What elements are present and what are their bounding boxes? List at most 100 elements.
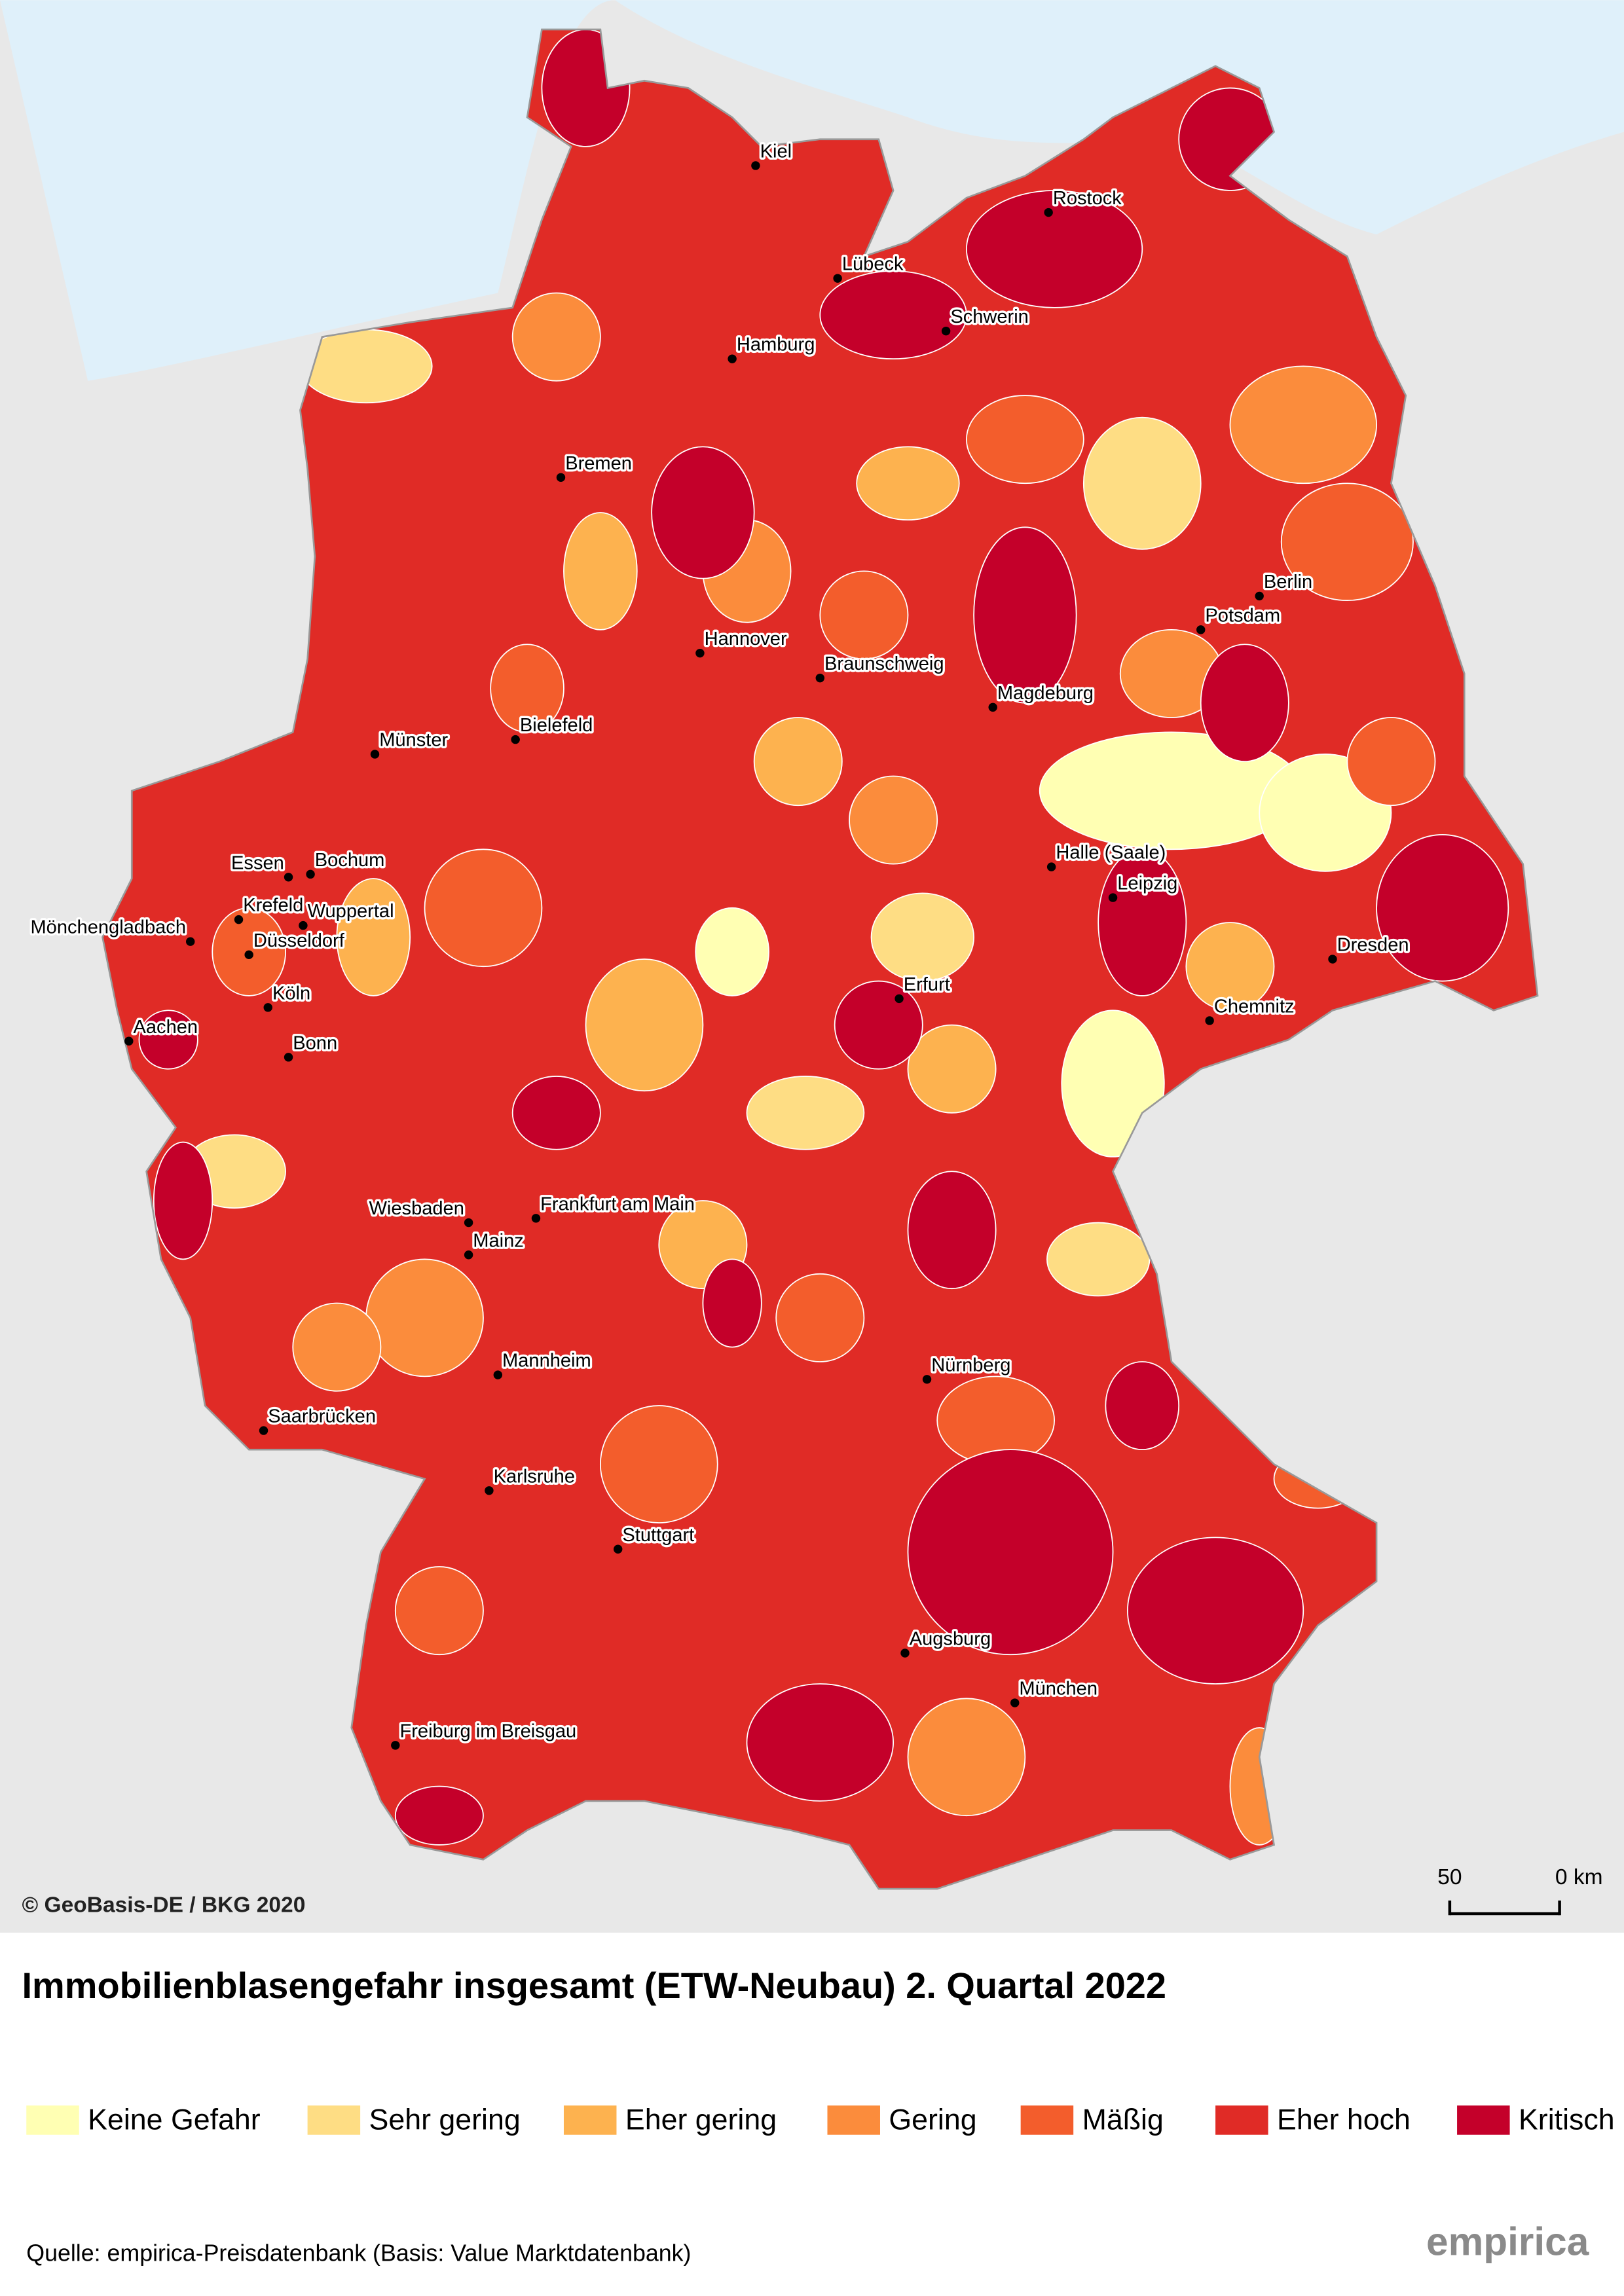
city-dot xyxy=(895,994,904,1004)
region xyxy=(365,1258,484,1377)
region xyxy=(907,1024,997,1114)
city-label: Chemnitz xyxy=(1214,996,1295,1017)
city-label: Bonn xyxy=(293,1032,337,1053)
region xyxy=(1376,834,1509,982)
region xyxy=(1200,644,1289,763)
scale-label: 50 xyxy=(1437,1865,1462,1889)
legend-label: Eher hoch xyxy=(1277,2104,1411,2136)
region xyxy=(856,446,960,521)
city-dot xyxy=(284,873,293,882)
region xyxy=(511,1076,601,1150)
region xyxy=(819,570,909,660)
region xyxy=(424,848,543,968)
legend-swatch xyxy=(307,2105,361,2135)
region xyxy=(907,1171,997,1290)
region xyxy=(695,907,769,996)
city-dot xyxy=(1255,591,1264,601)
city-label: Wuppertal xyxy=(308,901,394,922)
region xyxy=(1098,848,1187,996)
city-label: Dresden xyxy=(1337,935,1409,956)
title: Immobilienblasengefahr insgesamt (ETW-Ne… xyxy=(22,1965,1166,2006)
region xyxy=(834,980,923,1070)
legend-swatch xyxy=(1215,2105,1268,2135)
city-dot xyxy=(695,648,705,658)
city-label: Potsdam xyxy=(1205,605,1280,626)
city-dot xyxy=(299,920,308,930)
city-dot xyxy=(728,354,737,363)
city-dot xyxy=(259,1426,268,1435)
city-dot xyxy=(1046,862,1056,871)
city-dot xyxy=(464,1218,473,1228)
region xyxy=(1280,483,1414,602)
region xyxy=(511,292,601,382)
region xyxy=(1127,1537,1304,1685)
legend-label: Mäßig xyxy=(1082,2104,1164,2136)
city-label: München xyxy=(1019,1679,1098,1700)
region xyxy=(336,878,411,996)
legend-swatch xyxy=(563,2105,617,2135)
city-dot xyxy=(511,735,520,744)
city-dot xyxy=(1196,625,1206,634)
city-dot xyxy=(751,161,760,170)
city-label: Lübeck xyxy=(842,254,904,275)
city-dot xyxy=(391,1741,400,1750)
city-dot xyxy=(531,1214,541,1223)
footer-bg xyxy=(0,1933,1624,2296)
city-dot xyxy=(464,1250,473,1260)
city-dot xyxy=(124,1036,134,1046)
legend-swatch xyxy=(1457,2105,1510,2135)
city-label: Nürnberg xyxy=(931,1355,1010,1376)
city-dot xyxy=(284,1053,293,1062)
region xyxy=(1046,1222,1151,1297)
region xyxy=(292,1302,382,1392)
city-dot xyxy=(556,473,566,483)
city-dot xyxy=(485,1486,494,1495)
legend-label: Eher gering xyxy=(625,2104,777,2136)
region xyxy=(849,775,938,865)
legend-label: Gering xyxy=(889,2104,976,2136)
city-label: Essen xyxy=(231,852,284,873)
city-label: Leipzig xyxy=(1117,873,1177,894)
city-dot xyxy=(244,950,253,960)
region xyxy=(563,512,638,630)
region xyxy=(1105,1361,1180,1451)
city-label: Saarbrücken xyxy=(268,1406,376,1427)
city-label: Aachen xyxy=(133,1017,198,1038)
city-label: Braunschweig xyxy=(824,653,944,674)
region xyxy=(966,190,1143,308)
legend-label: Keine Gefahr xyxy=(88,2104,261,2136)
city-label: Mannheim xyxy=(502,1351,591,1372)
city-dot xyxy=(234,915,244,924)
region xyxy=(394,1566,484,1656)
region xyxy=(907,1698,1026,1817)
legend-label: Kritisch xyxy=(1519,2104,1615,2136)
city-label: Bielefeld xyxy=(520,715,593,736)
city-label: Halle (Saale) xyxy=(1056,843,1166,864)
city-dot xyxy=(1010,1698,1020,1707)
region xyxy=(138,1010,198,1070)
region xyxy=(490,644,564,733)
region xyxy=(585,958,704,1092)
city-label: Schwerin xyxy=(950,306,1029,327)
legend-swatch xyxy=(1020,2105,1074,2135)
region xyxy=(746,1683,895,1802)
city-label: Mainz xyxy=(473,1230,524,1251)
region xyxy=(651,446,755,579)
city-label: Freiburg im Breisgau xyxy=(399,1721,576,1741)
region xyxy=(153,1141,213,1260)
city-label: Frankfurt am Main xyxy=(540,1194,695,1214)
region xyxy=(394,1785,484,1846)
city-label: Kiel xyxy=(760,141,792,162)
region xyxy=(746,1076,865,1150)
city-dot xyxy=(186,937,195,946)
city-dot xyxy=(833,274,842,283)
city-dot xyxy=(493,1370,503,1379)
country-border xyxy=(101,28,1539,1890)
region xyxy=(599,1405,718,1523)
region xyxy=(1185,922,1275,1011)
city-dot xyxy=(1205,1016,1214,1025)
region xyxy=(1082,416,1202,550)
city-label: Hamburg xyxy=(737,335,815,355)
